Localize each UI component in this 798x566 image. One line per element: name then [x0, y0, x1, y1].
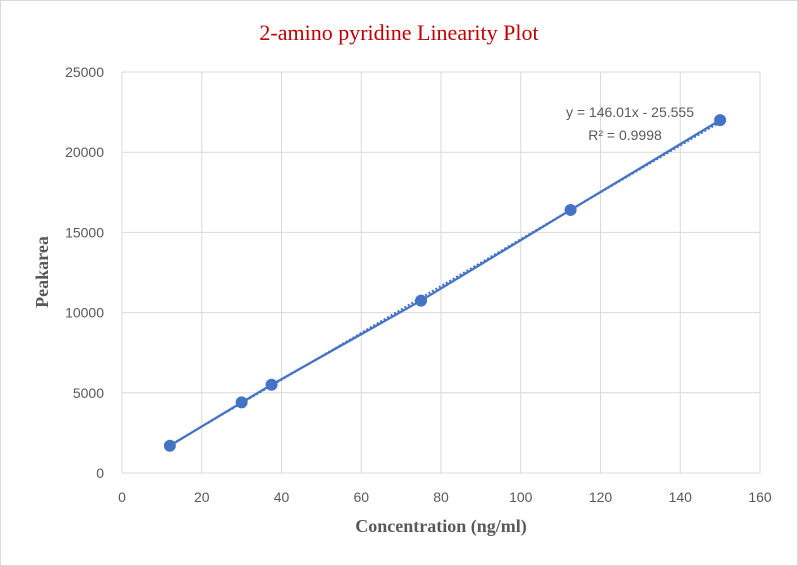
data-point [415, 294, 428, 307]
x-tick-label: 120 [589, 489, 613, 505]
series-line [169, 119, 721, 447]
x-tick-label: 20 [194, 489, 210, 505]
y-tick-label: 25000 [65, 64, 104, 80]
y-tick-label: 5000 [73, 385, 104, 401]
data-point [714, 114, 727, 127]
data-point [265, 378, 278, 391]
horizontal-gridlines [122, 71, 760, 474]
trendline-equation: y = 146.01x - 25.555 [566, 104, 694, 120]
data-point [163, 439, 176, 452]
y-axis-title: Peakarea [32, 236, 52, 308]
x-tick-label: 100 [509, 489, 533, 505]
y-axis-tick-labels: 0 5000 10000 15000 20000 25000 [65, 64, 104, 481]
y-tick-label: 20000 [65, 144, 104, 160]
r-squared-label: R² = 0.9998 [588, 127, 662, 143]
x-tick-label: 60 [353, 489, 369, 505]
x-tick-label: 80 [433, 489, 449, 505]
x-axis-title: Concentration (ng/ml) [355, 516, 526, 537]
chart-title: 2-amino pyridine Linearity Plot [259, 20, 538, 45]
y-tick-label: 0 [96, 465, 104, 481]
series-layer [163, 114, 727, 452]
y-tick-label: 10000 [65, 305, 104, 321]
x-tick-label: 140 [669, 489, 693, 505]
data-point [564, 203, 577, 216]
x-axis-tick-labels: 0 20 40 60 80 100 120 140 160 [118, 489, 772, 505]
vertical-gridlines [121, 72, 761, 473]
y-tick-label: 15000 [65, 224, 104, 240]
x-tick-label: 0 [118, 489, 126, 505]
x-tick-label: 40 [274, 489, 290, 505]
x-tick-label: 160 [748, 489, 772, 505]
data-point [235, 396, 248, 409]
